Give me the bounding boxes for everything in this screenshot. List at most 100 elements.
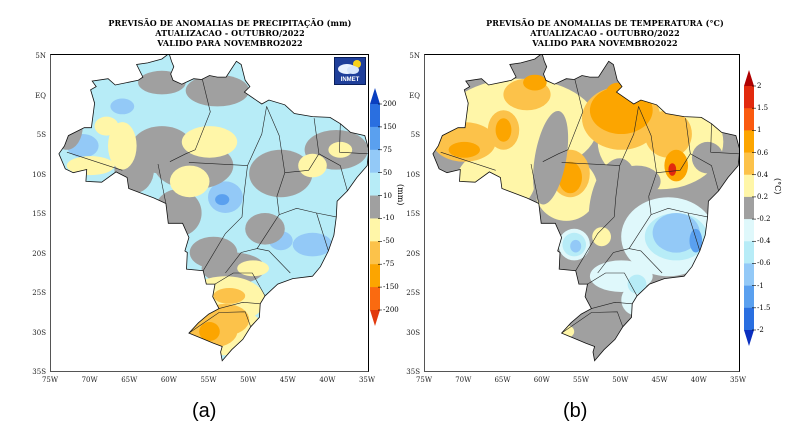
- state-boundary: [339, 123, 368, 155]
- state-boundary: [257, 248, 291, 274]
- lat-tick-label: 20S: [406, 249, 420, 258]
- colorbar-arrow-top: [370, 88, 380, 104]
- anomaly-region: [181, 126, 238, 158]
- lon-tick-label: 40W: [319, 376, 336, 384]
- anomaly-region: [689, 228, 703, 253]
- colorbar-tick-label: 0.4: [757, 170, 769, 179]
- lat-tick-label: 35S: [406, 368, 420, 376]
- anomaly-region: [108, 122, 137, 170]
- state-boundary: [561, 106, 639, 166]
- colorbar-segment: [744, 196, 754, 220]
- lat-tick-label: 10S: [406, 170, 420, 179]
- colorbar-arrow-top: [744, 70, 754, 86]
- colorbar-segment: [370, 104, 380, 128]
- colorbar-segment: [370, 241, 380, 265]
- caption-a: (a): [192, 400, 217, 422]
- colorbar-tick-label: 1.5: [757, 104, 769, 113]
- lat-tick-label: 5S: [36, 131, 46, 139]
- anomaly-region: [664, 149, 688, 182]
- title-line-3: VALIDO PARA NOVEMBRO2022: [532, 38, 678, 48]
- anomaly-region: [558, 325, 575, 338]
- colorbar-ramp: [744, 70, 756, 346]
- anomaly-region: [169, 165, 210, 198]
- colorbar-tick-label: -0.6: [757, 259, 771, 268]
- lat-tick-label: 25S: [32, 289, 46, 297]
- colorbar-segment: [370, 195, 380, 219]
- lat-tick-label: 10S: [32, 170, 46, 179]
- colorbar-segment: [744, 108, 754, 131]
- lon-tick-label: 50W: [612, 376, 629, 384]
- colorbar-segment: [744, 219, 754, 242]
- anomaly-region: [94, 116, 119, 136]
- colorbar-segment: [744, 241, 754, 264]
- lon-tick-label: 70W: [455, 376, 472, 384]
- map-temperature: [432, 55, 739, 362]
- anomaly-region: [605, 82, 630, 107]
- colorbar-tick-label: -0.2: [757, 215, 771, 224]
- colorbar-arrow-bottom: [744, 330, 754, 346]
- lat-tick-label: 30S: [406, 328, 420, 337]
- anomaly-region: [570, 239, 582, 253]
- colorbar-tick-label: 200: [383, 100, 397, 108]
- anomaly-region: [249, 149, 313, 198]
- title-line-2: ATUALIZACAO - OUTUBRO/2022: [155, 28, 305, 38]
- colorbar-segment: [370, 126, 380, 151]
- colorbar-tick-label: -50: [383, 237, 395, 246]
- colorbar-segment: [370, 218, 380, 242]
- map-precipitation: [58, 55, 368, 362]
- colorbar-segment: [370, 264, 380, 288]
- colorbar-segment: [744, 307, 754, 331]
- lon-tick-label: 45W: [279, 376, 296, 384]
- anomaly-region: [215, 194, 230, 206]
- logo-label: INMET: [340, 77, 360, 83]
- anomaly-region: [292, 232, 333, 257]
- anomaly-region: [592, 227, 611, 247]
- anomaly-region: [613, 165, 661, 198]
- state-boundary: [575, 165, 620, 271]
- lat-tick-label: EQ: [35, 91, 46, 100]
- state-boundary: [542, 79, 584, 162]
- title-line-3: VALIDO PARA NOVEMBRO2022: [157, 38, 303, 48]
- state-boundary: [316, 212, 329, 251]
- lon-tick-label: 45W: [651, 376, 668, 384]
- colorbar-tick-label: 1: [757, 126, 762, 135]
- lat-tick-label: 30S: [32, 328, 46, 337]
- state-boundary: [710, 123, 739, 155]
- colorbar-tick-label: 0.6: [757, 148, 769, 157]
- colorbar-segment: [744, 263, 754, 287]
- lon-tick-label: 75W: [415, 376, 433, 384]
- state-boundary: [169, 79, 211, 162]
- anomaly-region: [691, 141, 724, 174]
- lat-tick-label: 25S: [406, 289, 420, 297]
- lon-tick-label: 60W: [160, 376, 177, 384]
- panel-precipitation: PREVISÃO DE ANOMALIAS DE PRECIPITAÇÃO (m…: [32, 18, 405, 422]
- lat-tick-label: 15S: [32, 210, 46, 218]
- state-boundary: [587, 272, 638, 297]
- lat-tick-label: 20S: [32, 249, 46, 258]
- colorbar-tick-label: -1: [757, 281, 764, 290]
- colorbar-segment: [744, 174, 754, 198]
- anomaly-region: [110, 98, 135, 115]
- state-boundary: [266, 106, 286, 197]
- colorbar-ramp: [370, 88, 382, 326]
- lon-tick-label: 60W: [533, 376, 550, 384]
- state-boundary: [202, 165, 248, 271]
- anomaly-region: [523, 74, 547, 91]
- colorbar-segment: [744, 86, 754, 109]
- state-boundary: [66, 151, 123, 171]
- state-boundary: [591, 301, 633, 309]
- state-boundary: [687, 212, 701, 251]
- lat-tick-label: 15S: [406, 210, 420, 218]
- colorbar-segment: [370, 287, 380, 311]
- title-line-1: PREVISÃO DE ANOMALIAS DE PRECIPITAÇÃO (m…: [108, 18, 352, 28]
- colorbar-segment: [744, 152, 754, 176]
- colorbar-segment: [370, 149, 380, 174]
- state-boundary: [440, 151, 496, 171]
- colorbar-tick-label: -1.5: [757, 303, 771, 312]
- lon-tick-label: 35W: [729, 376, 747, 384]
- colorbar-tick-label: 2: [757, 82, 762, 90]
- brazil-outline: [432, 55, 739, 362]
- colorbar-tick-label: 50: [383, 168, 392, 177]
- map-frame: [424, 54, 740, 372]
- lon-tick-label: 65W: [494, 376, 511, 384]
